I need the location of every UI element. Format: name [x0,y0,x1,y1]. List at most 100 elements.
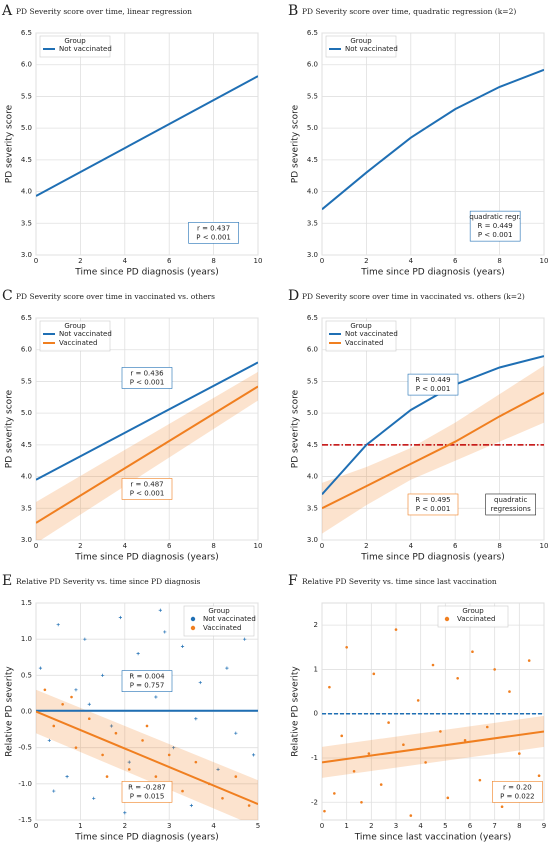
x-tick-label: 0 [320,822,324,830]
panel-title: PD Severity score over time in vaccinate… [302,292,525,301]
x-tick-label: 0 [320,542,324,550]
y-tick-label: 4.5 [21,441,32,449]
point [439,730,442,733]
panel-letter: E [2,573,12,589]
annotation-box [121,367,173,389]
y-tick-label: 4.5 [307,441,318,449]
point [379,783,383,786]
point [87,702,91,706]
point [154,695,158,699]
y-tick-label: 4.0 [307,188,318,196]
panel-title: PD Severity score over time, linear regr… [16,7,192,16]
y-tick-label: 4.0 [307,473,318,481]
x-tick-label: 4 [211,822,216,830]
point [446,796,450,800]
regression-line [322,355,544,495]
panel: A PD Severity score over time, linear reg… [1,3,262,278]
x-axis-label: Time since PD diagnosis (years) [74,833,219,843]
panel-letter: D [288,288,299,304]
y-tick-label: -1 [311,754,318,762]
point [127,760,131,764]
point [56,623,60,627]
point [101,753,104,757]
annotation-text: regressions [491,505,531,513]
annotation-box [121,478,173,500]
y-tick-label: 6.5 [21,314,32,322]
y-tick-label: 3.0 [307,251,318,259]
point [367,752,371,755]
point [127,768,131,771]
annotation-text: P < 0.001 [196,233,231,241]
annotation-text: P = 0.022 [500,792,535,800]
regression-line [36,75,258,197]
point [105,775,109,778]
point [402,743,405,747]
point [360,800,363,804]
point [216,767,220,771]
x-tick-label: 2 [364,257,368,265]
x-tick-label: 1 [78,822,82,830]
point [141,739,144,742]
x-tick-label: 7 [492,822,496,830]
point [38,666,43,670]
point [416,699,420,702]
regression-line [322,730,544,764]
point [180,644,185,648]
x-axis-label: Time since PD diagnosis (years) [360,553,505,563]
x-tick-label: 6 [453,257,458,265]
y-tick-label: 5.5 [307,377,318,385]
legend-box [39,35,111,58]
x-tick-label: 3 [394,822,398,830]
point [109,724,114,728]
legend-label: Vaccinated [345,339,383,347]
legend-box [183,605,255,637]
point [163,630,167,634]
plot-content [322,628,544,817]
x-tick-label: 8 [517,822,521,830]
y-tick-label: 4.5 [21,156,32,164]
point [456,676,459,680]
y-tick-label: 3.0 [21,536,32,544]
x-tick-label: 2 [364,542,368,550]
point [74,688,78,692]
point [333,792,336,795]
point [424,761,427,764]
y-tick-label: 1.5 [21,599,32,607]
y-tick-label: 3.5 [21,504,32,512]
point [136,652,140,656]
y-tick-label: 5.5 [21,377,32,385]
point [189,803,193,808]
legend-title: Group [208,607,230,615]
x-tick-label: 5 [256,822,260,830]
y-tick-label: 4.0 [21,188,32,196]
y-tick-label: 3.5 [307,504,318,512]
x-tick-label: 6 [167,542,172,550]
y-tick-label: 5.0 [307,409,318,417]
point [225,666,229,670]
y-tick-label: -0.5 [18,744,32,752]
y-tick-label: 6.5 [307,29,318,37]
y-tick-label: 0 [314,710,318,718]
annotation-text: P < 0.001 [478,231,513,239]
legend-swatch [444,616,450,622]
point [431,663,435,667]
point [323,809,326,813]
point [145,724,149,728]
x-tick-label: 4 [409,542,414,550]
point [247,804,251,807]
legend-label: Not vaccinated [345,45,398,53]
annotation-box [492,780,543,803]
point [518,752,521,755]
point [328,685,331,689]
x-tick-label: 10 [254,257,263,265]
y-tick-label: 6.0 [307,346,318,354]
y-axis-label: PD severity score [291,104,301,183]
x-tick-label: 6 [453,542,458,550]
y-tick-label: -1.0 [18,780,32,788]
y-axis-label: Relative PD severity [5,666,15,757]
x-tick-label: 5 [443,822,447,830]
point [372,672,376,676]
plot-area [35,32,259,256]
point [74,746,78,749]
annotation-text: P = 0.757 [130,682,165,690]
